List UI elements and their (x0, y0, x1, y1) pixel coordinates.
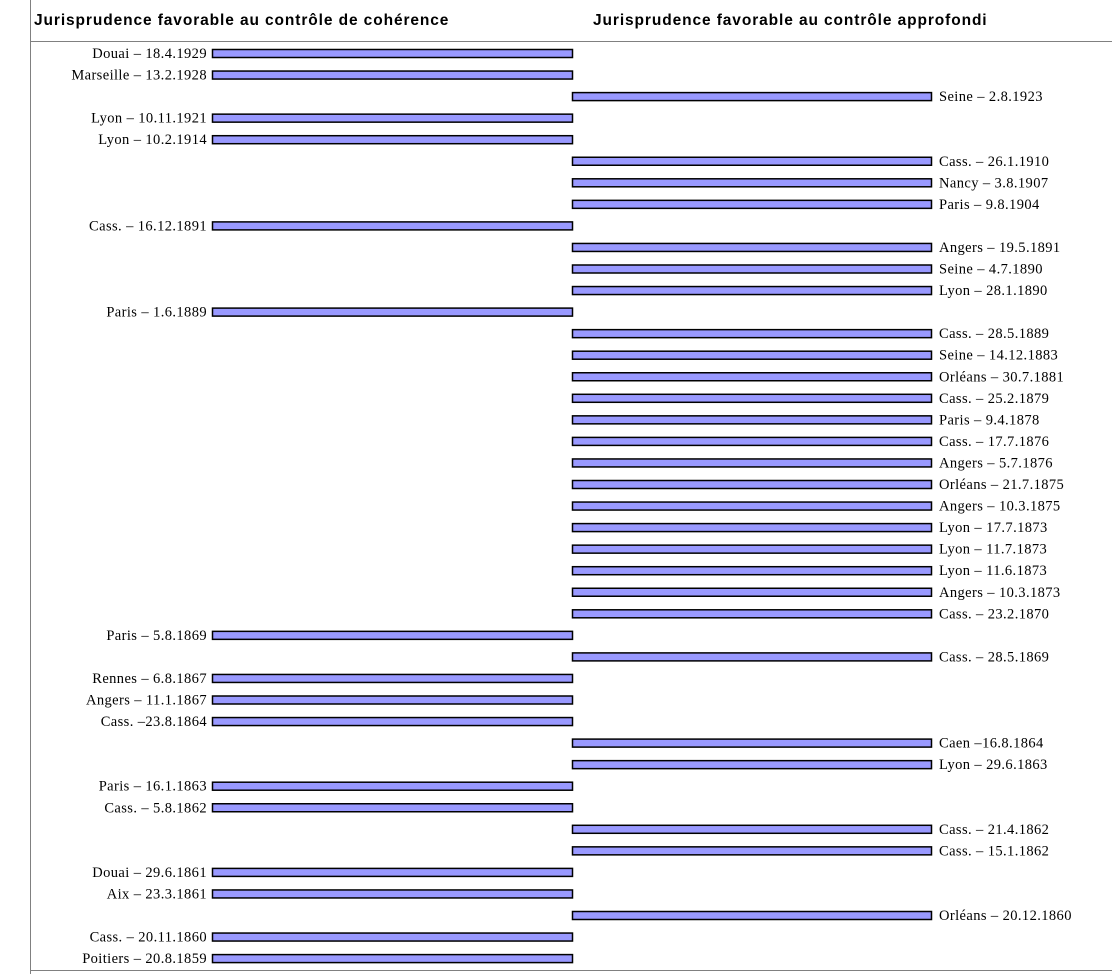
bar-left-30 (211, 695, 574, 705)
bar-left-38 (211, 867, 574, 878)
bar-left-27 (211, 630, 574, 641)
bar-label-2: Seine – 2.8.1923 (939, 89, 1043, 105)
bar-label-9: Angers – 19.5.1891 (939, 240, 1061, 256)
bar-label-16: Cass. – 25.2.1879 (939, 391, 1049, 407)
bar-right-32 (571, 738, 933, 748)
bar-right-23 (571, 544, 933, 554)
bar-label-6: Nancy – 3.8.1907 (939, 175, 1049, 191)
bar-label-30: Angers – 11.1.1867 (86, 693, 207, 709)
bar-label-42: Poitiers – 20.8.1859 (82, 951, 207, 967)
bar-label-21: Angers – 10.3.1875 (939, 499, 1061, 515)
bar-label-43: Pau – 21.12.1856 (939, 973, 1047, 974)
bar-label-17: Paris – 9.4.1878 (939, 412, 1040, 428)
bar-left-42 (211, 953, 574, 964)
bar-label-3: Lyon – 10.11.1921 (91, 111, 207, 127)
bar-left-29 (211, 673, 574, 684)
bar-label-27: Paris – 5.8.1869 (106, 628, 207, 644)
bar-right-6 (571, 178, 933, 188)
bar-right-5 (571, 156, 933, 166)
bar-label-40: Orléans – 20.12.1860 (939, 908, 1072, 924)
bar-left-35 (211, 803, 574, 813)
bar-right-20 (571, 479, 933, 490)
bar-label-35: Cass. – 5.8.1862 (104, 800, 207, 816)
bar-left-3 (211, 113, 574, 123)
bar-right-25 (571, 587, 933, 597)
bar-left-0 (211, 48, 574, 59)
bar-right-26 (571, 609, 933, 619)
bar-left-8 (211, 221, 574, 231)
bar-right-33 (571, 759, 933, 770)
bar-label-32: Caen –16.8.1864 (939, 736, 1044, 752)
bar-label-8: Cass. – 16.12.1891 (89, 218, 207, 234)
bar-label-23: Lyon – 11.7.1873 (939, 542, 1047, 558)
bar-left-34 (211, 781, 574, 791)
bar-label-37: Cass. – 15.1.1862 (939, 843, 1049, 859)
bar-label-12: Paris – 1.6.1889 (106, 305, 207, 321)
bar-right-19 (571, 458, 933, 468)
bar-left-1 (211, 70, 574, 80)
bar-label-13: Cass. – 28.5.1889 (939, 326, 1049, 342)
bar-label-7: Paris – 9.8.1904 (939, 197, 1040, 213)
bar-label-4: Lyon – 10.2.1914 (98, 132, 207, 148)
bar-left-41 (211, 932, 574, 942)
bar-label-5: Cass. – 26.1.1910 (939, 154, 1049, 170)
bar-right-22 (571, 522, 933, 533)
bar-label-20: Orléans – 21.7.1875 (939, 477, 1064, 493)
bar-right-40 (571, 910, 933, 921)
bar-label-34: Paris – 16.1.1863 (99, 779, 207, 795)
bar-label-24: Lyon – 11.6.1873 (939, 563, 1047, 579)
bar-left-4 (211, 134, 574, 145)
bar-right-11 (571, 285, 933, 296)
bar-label-39: Aix – 23.3.1861 (107, 886, 207, 902)
bar-left-12 (211, 307, 574, 317)
bar-label-19: Angers – 5.7.1876 (939, 455, 1053, 471)
bar-label-36: Cass. – 21.4.1862 (939, 822, 1049, 838)
bar-right-13 (571, 328, 933, 339)
bar-label-25: Angers – 10.3.1873 (939, 585, 1061, 601)
bar-label-22: Lyon – 17.7.1873 (939, 520, 1048, 536)
bar-label-15: Orléans – 30.7.1881 (939, 369, 1064, 385)
bar-right-28 (571, 652, 933, 662)
bar-right-15 (571, 372, 933, 382)
bar-right-24 (571, 565, 933, 576)
bar-right-16 (571, 393, 933, 404)
bar-right-21 (571, 501, 933, 511)
bar-label-0: Douai – 18.4.1929 (92, 46, 207, 62)
bar-label-29: Rennes – 6.8.1867 (92, 671, 207, 687)
bar-right-14 (571, 350, 933, 360)
bar-right-9 (571, 242, 933, 253)
bar-left-31 (211, 716, 574, 727)
bar-label-26: Cass. – 23.2.1870 (939, 606, 1049, 622)
bar-label-18: Cass. – 17.7.1876 (939, 434, 1049, 450)
bar-right-2 (571, 91, 933, 102)
bar-label-31: Cass. –23.8.1864 (101, 714, 208, 730)
bar-left-39 (211, 889, 574, 899)
bar-label-33: Lyon – 29.6.1863 (939, 757, 1048, 773)
bar-right-10 (571, 264, 933, 274)
right-column-title: Jurisprudence favorable au contrôle appr… (593, 12, 988, 29)
bar-right-17 (571, 415, 933, 425)
bar-label-38: Douai – 29.6.1861 (92, 865, 207, 881)
bar-label-28: Cass. – 28.5.1869 (939, 649, 1049, 665)
bar-label-10: Seine – 4.7.1890 (939, 262, 1043, 278)
bar-right-18 (571, 436, 933, 447)
bar-label-41: Cass. – 20.11.1860 (90, 930, 207, 946)
left-column-title: Jurisprudence favorable au contrôle de c… (34, 12, 450, 29)
bar-label-1: Marseille – 13.2.1928 (71, 68, 207, 84)
bar-right-36 (571, 824, 933, 835)
bar-right-7 (571, 199, 933, 210)
bar-right-37 (571, 846, 933, 856)
bar-label-14: Seine – 14.12.1883 (939, 348, 1058, 364)
bar-label-11: Lyon – 28.1.1890 (939, 283, 1048, 299)
